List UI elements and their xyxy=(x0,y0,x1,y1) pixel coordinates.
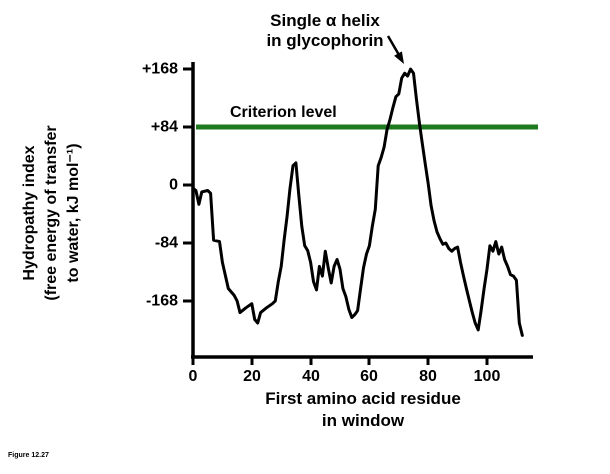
hydropathy-trace xyxy=(191,67,524,337)
annotation-line1: Single α helix xyxy=(270,11,380,30)
x-tick-label: 20 xyxy=(243,368,261,385)
x-axis-title-line1: First amino acid residue xyxy=(265,389,461,408)
x-tick-label: 0 xyxy=(189,368,198,385)
y-tick-label: 0 xyxy=(169,177,178,194)
x-tick-label: 100 xyxy=(474,368,501,385)
annotation-arrow-line xyxy=(386,35,401,56)
x-tick-label: 40 xyxy=(302,368,320,385)
criterion-level-label: Criterion level xyxy=(230,104,337,121)
annotation-line2: in glycophorin xyxy=(266,31,383,50)
x-tick-label: 80 xyxy=(419,368,437,385)
x-tick-label: 60 xyxy=(360,368,378,385)
x-axis-title-line2: in window xyxy=(322,411,405,430)
y-tick-label: -168 xyxy=(146,293,178,310)
figure-caption: Figure 12.27 xyxy=(8,452,49,459)
y-tick-label: +168 xyxy=(142,61,178,78)
annotation-arrowhead-icon xyxy=(394,51,404,64)
y-tick-label: +84 xyxy=(151,119,178,136)
y-tick-label: -84 xyxy=(155,235,178,252)
